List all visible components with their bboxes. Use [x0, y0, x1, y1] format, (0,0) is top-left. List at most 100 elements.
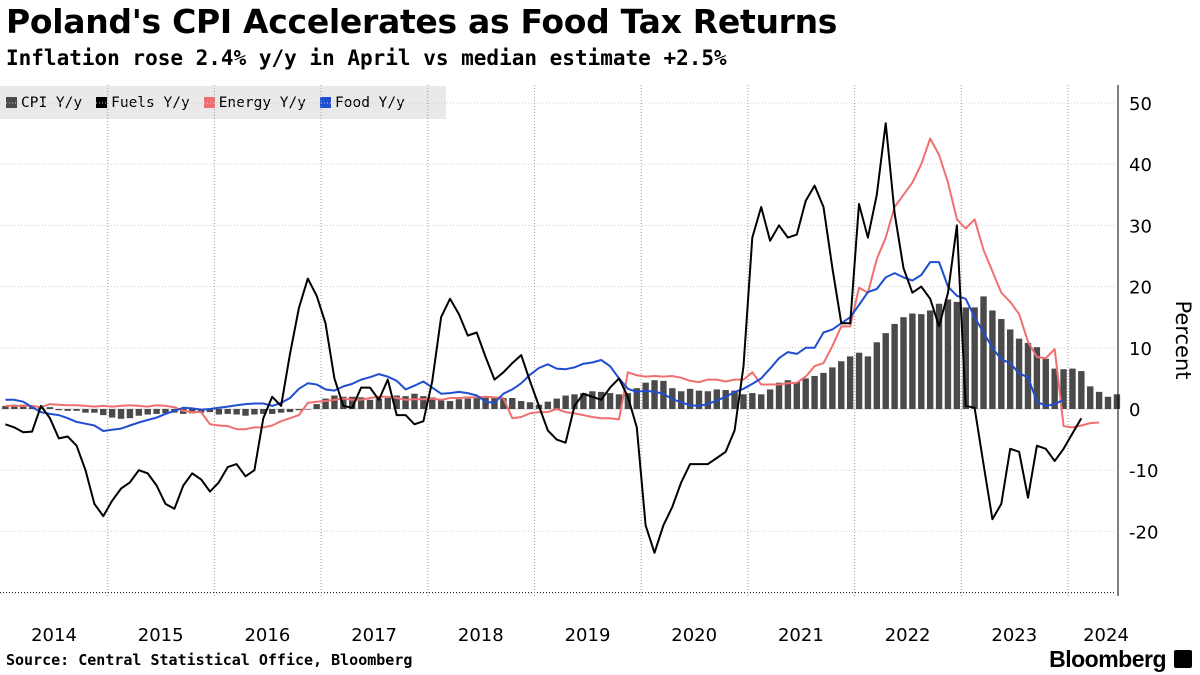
- cpi-bar: [295, 409, 303, 411]
- cpi-bar: [331, 395, 338, 409]
- cpi-bar: [1060, 369, 1067, 409]
- cpi-bar: [793, 382, 801, 409]
- cpi-bar: [144, 409, 151, 415]
- cpi-swatch-icon: [6, 97, 17, 108]
- cpi-bar: [580, 393, 587, 409]
- cpi-bar: [233, 409, 240, 415]
- cpi-bar: [455, 399, 463, 409]
- cpi-bar: [322, 398, 329, 409]
- cpi-bar: [775, 382, 783, 409]
- cpi-bar: [695, 390, 703, 409]
- cpi-bar: [135, 409, 143, 416]
- cpi-bar: [731, 390, 738, 409]
- cpi-bar: [509, 397, 516, 409]
- x-tick-label: 2019: [565, 625, 611, 646]
- cpi-bar: [562, 395, 569, 409]
- cpi-bar: [100, 409, 107, 416]
- cpi-bar: [215, 409, 223, 415]
- cpi-bar: [980, 296, 987, 409]
- cpi-bar: [384, 397, 391, 409]
- cpi-bar: [197, 409, 205, 413]
- chart-title: Poland's CPI Accelerates as Food Tax Ret…: [6, 2, 838, 41]
- cpi-bar: [1069, 368, 1076, 409]
- cpi-bar: [108, 409, 116, 418]
- cpi-bar: [1095, 391, 1103, 409]
- cpi-bar: [162, 409, 169, 414]
- cpi-bar: [651, 380, 658, 409]
- axes: 50 40 30 20 10 0 -10 -20 2014 2015 2016 2017 2018 201…: [31, 85, 1158, 646]
- cpi-bar: [926, 310, 934, 409]
- cpi-bar: [2, 405, 9, 409]
- y-tick-label: 20: [1129, 278, 1152, 299]
- legend-item-energy[interactable]: Energy Y/y: [203, 95, 306, 111]
- cpi-bar: [544, 401, 552, 409]
- cpi-bar: [971, 307, 978, 409]
- cpi-bar: [277, 409, 285, 413]
- cpi-bar: [855, 352, 863, 409]
- chart-subtitle: Inflation rose 2.4% y/y in April vs medi…: [6, 46, 727, 70]
- series-lines: [5, 122, 1100, 554]
- cpi-bar: [251, 409, 258, 415]
- cpi-bar: [918, 314, 925, 409]
- x-tick-label: 2021: [778, 625, 824, 646]
- cpi-bar: [402, 396, 409, 409]
- x-tick-label: 2020: [671, 625, 717, 646]
- x-tick-label: 2023: [991, 625, 1037, 646]
- cpi-bar: [553, 398, 560, 409]
- cpi-bar: [1007, 329, 1014, 409]
- brand-logo: Bloomberg: [1049, 646, 1166, 672]
- food-line: [5, 261, 1065, 432]
- cpi-bar: [678, 391, 685, 409]
- cpi-bar: [633, 388, 640, 409]
- cpi-bar: [517, 401, 525, 409]
- x-tick-label: 2017: [351, 625, 397, 646]
- cpi-bar: [1051, 368, 1058, 409]
- cpi-bars: [2, 296, 1121, 419]
- cpi-bar: [864, 356, 872, 409]
- cpi-bar: [526, 402, 534, 409]
- legend: CPI Y/y Fuels Y/y Energy Y/y Food Y/y: [0, 86, 446, 119]
- cpi-bar: [437, 400, 445, 409]
- cpi-bar: [660, 380, 667, 409]
- x-tick-label: 2018: [458, 625, 504, 646]
- cpi-bar: [64, 409, 71, 411]
- y-tick-label: 0: [1129, 400, 1140, 421]
- cpi-bar: [953, 301, 961, 409]
- cpi-bar: [375, 398, 383, 409]
- cpi-bar: [260, 409, 267, 414]
- cpi-bar: [473, 396, 480, 409]
- cpi-bar: [1042, 358, 1049, 409]
- cpi-bar: [998, 319, 1005, 409]
- cpi-bar: [740, 394, 747, 409]
- cpi-bar: [446, 401, 454, 409]
- cpi-bar: [900, 317, 907, 409]
- cpi-bar: [811, 375, 818, 409]
- y-tick-label: -20: [1129, 522, 1158, 543]
- cpi-bar: [482, 396, 489, 409]
- cpi-bar: [571, 394, 578, 409]
- cpi-bar: [846, 356, 854, 409]
- cpi-bar: [55, 409, 62, 411]
- cpi-bar: [802, 378, 809, 409]
- x-tick-label: 2022: [885, 625, 931, 646]
- cpi-bar: [1113, 394, 1121, 409]
- cpi-bar: [1087, 386, 1094, 409]
- cpi-bar: [873, 342, 881, 409]
- cpi-bar: [891, 323, 898, 409]
- cpi-bar: [935, 303, 943, 409]
- cpi-bar: [713, 389, 720, 409]
- cpi-bar: [46, 407, 54, 409]
- y-tick-label: 30: [1129, 216, 1152, 237]
- cpi-bar: [73, 409, 80, 411]
- cpi-bar: [615, 394, 623, 409]
- cpi-bar: [962, 307, 969, 409]
- cpi-bar: [1033, 347, 1041, 409]
- y-tick-label: 40: [1129, 155, 1152, 176]
- x-tick-label: 2014: [31, 625, 77, 646]
- cpi-bar: [393, 395, 400, 409]
- bloomberg-chart-icon: [1174, 650, 1192, 668]
- cpi-bar: [366, 399, 374, 409]
- cpi-bar: [829, 367, 836, 409]
- cpi-bar: [1104, 396, 1112, 409]
